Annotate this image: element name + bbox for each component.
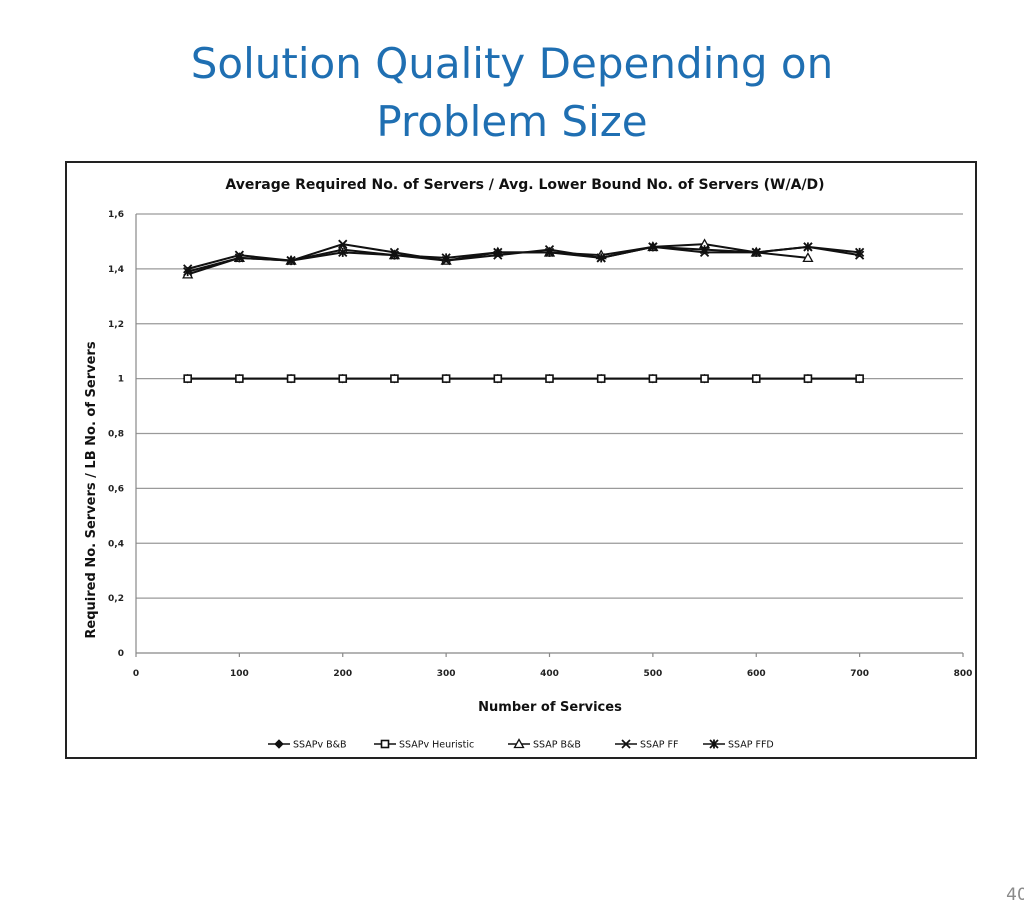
data-point-ssapv-heuristic — [493, 374, 503, 383]
line-chart: Average Required No. of Servers / Avg. L… — [84, 177, 973, 751]
legend-marker — [621, 739, 631, 749]
legend-label: SSAP FF — [640, 740, 678, 751]
y-tick-label: 1 — [118, 375, 124, 385]
legend-label: SSAPv B&B — [293, 740, 347, 751]
data-point-ssapv-heuristic — [390, 374, 399, 383]
x-tick-label: 400 — [540, 669, 559, 679]
legend-marker — [274, 739, 284, 749]
legend-item-ssapv-heuristic: SSAPv Heuristic — [374, 740, 474, 751]
chart-frame: Average Required No. of Servers / Avg. L… — [65, 161, 1024, 905]
x-tick-label: 100 — [230, 669, 249, 679]
data-point-ssap-ff — [338, 239, 348, 249]
slide-title: Solution Quality Depending on Problem Si… — [0, 35, 1024, 151]
slide-title-line-1: Solution Quality Depending on — [190, 39, 834, 88]
slide-title-line-2: Problem Size — [376, 97, 648, 146]
x-tick-label: 0 — [133, 669, 139, 679]
data-point-ssapv-heuristic — [286, 374, 296, 383]
y-tick-label: 0,2 — [108, 594, 124, 604]
data-point-ssapv-heuristic — [235, 374, 244, 383]
y-tick-label: 1,6 — [108, 210, 124, 220]
data-point-ssap-ffd — [441, 253, 451, 263]
data-point-ssap-ffd — [803, 242, 813, 252]
y-axis-label: Required No. Servers / LB No. of Servers — [84, 341, 99, 638]
legend-item-ssap-b-b: SSAP B&B — [508, 738, 581, 751]
data-point-ssapv-heuristic — [596, 374, 606, 383]
y-tick-label: 1,4 — [108, 265, 124, 275]
data-point-ssap-ffd — [751, 247, 761, 258]
x-tick-label: 500 — [643, 669, 662, 679]
data-point-ssapv-heuristic — [648, 374, 658, 383]
data-point-ssap-ffd — [699, 245, 710, 255]
data-point-ssapv-heuristic — [803, 374, 813, 383]
x-tick-label: 300 — [437, 669, 456, 679]
data-point-ssapv-heuristic — [441, 374, 451, 383]
x-tick-label: 200 — [333, 669, 352, 679]
data-point-ssap-ffd — [338, 247, 348, 258]
data-point-ssap-ffd — [544, 247, 555, 258]
data-point-ssap-ffd — [596, 253, 606, 263]
data-point-ssap-ffd — [854, 247, 865, 258]
y-tick-label: 0,4 — [108, 539, 124, 549]
x-tick-label: 700 — [850, 669, 869, 679]
y-tick-label: 0,6 — [108, 484, 124, 494]
legend-marker — [709, 739, 719, 749]
data-point-ssap-ffd — [234, 253, 245, 263]
y-tick-label: 0 — [118, 649, 124, 659]
data-point-ssap-b-b — [802, 252, 814, 263]
legend-label: SSAP B&B — [533, 740, 581, 751]
data-point-ssapv-heuristic — [855, 374, 864, 383]
data-point-ssapv-heuristic — [545, 374, 554, 383]
legend-item-ssapv-b-b: SSAPv B&B — [268, 739, 347, 751]
legend-item-ssap-ffd: SSAP FFD — [703, 739, 774, 751]
x-tick-label: 600 — [747, 669, 766, 679]
y-tick-label: 0,8 — [108, 430, 124, 440]
legend: SSAPv B&B SSAPv Heuristic SSAP B&B SSAP FF S… — [268, 738, 774, 751]
data-point-ssapv-heuristic — [700, 374, 709, 383]
data-point-ssapv-heuristic — [183, 374, 192, 383]
series-ssap-ffd — [183, 242, 865, 277]
legend-label: SSAPv Heuristic — [399, 740, 474, 751]
legend-item-ssap-ff: SSAP FF — [615, 739, 678, 751]
data-point-ssapv-heuristic — [751, 374, 761, 383]
data-point-ssap-ffd — [183, 266, 193, 277]
x-tick-label: 800 — [954, 669, 973, 679]
x-axis-label: Number of Services — [478, 700, 622, 715]
legend-marker — [513, 738, 525, 749]
legend-label: SSAP FFD — [728, 740, 774, 751]
y-tick-label: 1,2 — [108, 320, 124, 330]
slide-number: 40 — [1006, 885, 1024, 905]
data-point-ssap-ffd — [389, 250, 400, 260]
legend-marker — [380, 739, 390, 749]
series-ssapv-heuristic — [183, 374, 864, 383]
series-line-ssap-ffd — [187, 245, 860, 273]
data-point-ssap-ffd — [493, 247, 503, 258]
data-point-ssap-ffd — [648, 242, 658, 252]
data-point-ssap-ffd — [286, 256, 296, 266]
data-point-ssapv-heuristic — [338, 374, 348, 383]
chart-title: Average Required No. of Servers / Avg. L… — [225, 177, 824, 193]
